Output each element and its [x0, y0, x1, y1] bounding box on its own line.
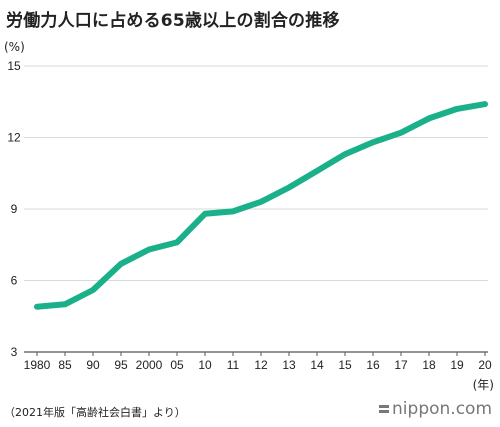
x-tick-label: 12 — [254, 358, 268, 372]
data-point — [230, 208, 236, 214]
data-point — [258, 199, 264, 205]
data-point — [34, 304, 40, 310]
y-tick-label: 9 — [11, 202, 18, 216]
x-tick-label: 20 — [478, 358, 492, 372]
x-tick-label: 13 — [282, 358, 296, 372]
x-tick-label: 18 — [422, 358, 436, 372]
y-axis-unit: (%) — [4, 40, 25, 54]
x-tick-label: 10 — [198, 358, 212, 372]
y-tick-label: 15 — [7, 59, 21, 73]
series-line — [34, 101, 488, 310]
x-tick-label: 2000 — [136, 358, 163, 372]
x-tick-label: 14 — [310, 358, 324, 372]
x-tick-label: 1980 — [24, 358, 51, 372]
y-tick-label: 6 — [11, 274, 18, 288]
data-point — [202, 211, 208, 217]
x-tick-label: 05 — [170, 358, 184, 372]
nippon-logo-icon — [379, 404, 390, 414]
y-tick-label: 3 — [11, 345, 18, 359]
x-tick-label: 85 — [58, 358, 72, 372]
x-tick-labels: 1980 85 90 95 2000 05 10 11 12 13 14 15 16 17 18 19 20 — [24, 358, 492, 372]
x-tick-label: 11 — [227, 358, 240, 372]
data-point — [370, 139, 376, 145]
logo-text: nippon.com — [392, 399, 492, 419]
x-axis-unit: (年) — [472, 378, 494, 392]
data-point — [482, 101, 488, 107]
x-tick-label: 15 — [338, 358, 352, 372]
data-point — [146, 247, 152, 253]
data-point — [454, 106, 460, 112]
data-point — [314, 168, 320, 174]
data-point — [342, 151, 348, 157]
data-point — [62, 301, 68, 307]
data-point — [286, 185, 292, 191]
x-tick-label: 95 — [114, 358, 128, 372]
data-series — [34, 101, 488, 310]
source-note: （2021年版「高齢社会白書」より） — [4, 406, 186, 419]
data-point — [398, 130, 404, 136]
nippon-logo: nippon.com — [379, 399, 492, 419]
data-point — [174, 239, 180, 245]
chart-title: 労働力人口に占める65歳以上の割合の推移 — [6, 11, 340, 31]
grid-lines — [24, 65, 488, 353]
x-tick-label: 17 — [394, 358, 408, 372]
x-tick-label: 19 — [450, 358, 464, 372]
x-tick-label: 16 — [366, 358, 380, 372]
x-tick-marks — [36, 352, 486, 356]
x-tick-label: 90 — [86, 358, 100, 372]
y-tick-label: 12 — [7, 131, 21, 145]
data-point — [90, 287, 96, 293]
y-tick-labels: 3 6 9 12 15 — [7, 59, 21, 359]
data-point — [426, 115, 432, 121]
data-point — [118, 261, 124, 267]
